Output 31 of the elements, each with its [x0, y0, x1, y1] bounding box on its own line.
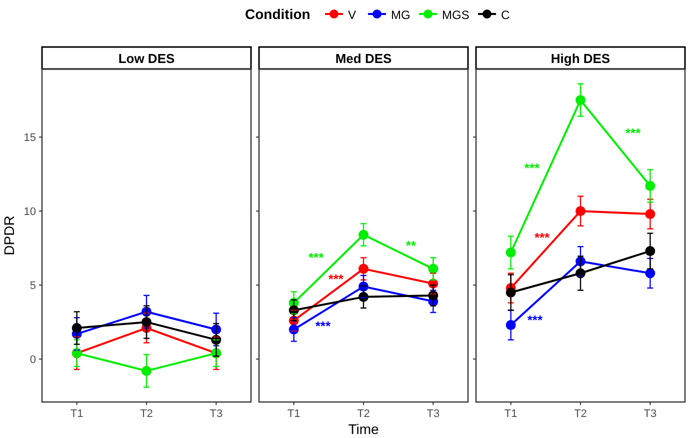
annotation: ***	[315, 318, 332, 334]
annotation: ***	[534, 230, 551, 245]
x-tick-label: T1	[287, 408, 300, 420]
y-tick-label: 5	[30, 280, 36, 292]
x-tick-label: T2	[140, 408, 153, 420]
x-tick-label: T1	[70, 408, 84, 420]
y-tick-label: 15	[24, 132, 36, 144]
annotation: ***	[524, 160, 541, 176]
y-axis-title: DPDR	[1, 216, 17, 256]
x-axis-title: Time	[348, 421, 380, 437]
annotation: ***	[328, 271, 344, 286]
annotation: **	[406, 238, 417, 254]
x-tick-label: T3	[426, 408, 440, 420]
x-tick-label: T3	[644, 408, 657, 420]
legend-label: MGS	[442, 8, 470, 22]
y-tick-label: 0	[30, 354, 36, 366]
legend-label: C	[501, 8, 510, 22]
chart-title: Med DES	[335, 51, 392, 66]
x-tick-label: T2	[357, 408, 370, 420]
annotation: ***	[625, 126, 642, 141]
chart-title: Low DES	[118, 51, 175, 66]
legend-label: MG	[391, 8, 410, 22]
legend-title: Condition	[245, 6, 310, 22]
x-tick-label: T2	[574, 408, 587, 420]
x-tick-label: T3	[210, 408, 223, 420]
y-tick-label: 10	[24, 206, 36, 218]
chart-title: High DES	[550, 51, 610, 66]
annotation: ***	[308, 250, 325, 265]
x-tick-label: T1	[504, 408, 518, 420]
annotation: ***	[527, 312, 544, 328]
legend-label: V	[348, 8, 356, 22]
